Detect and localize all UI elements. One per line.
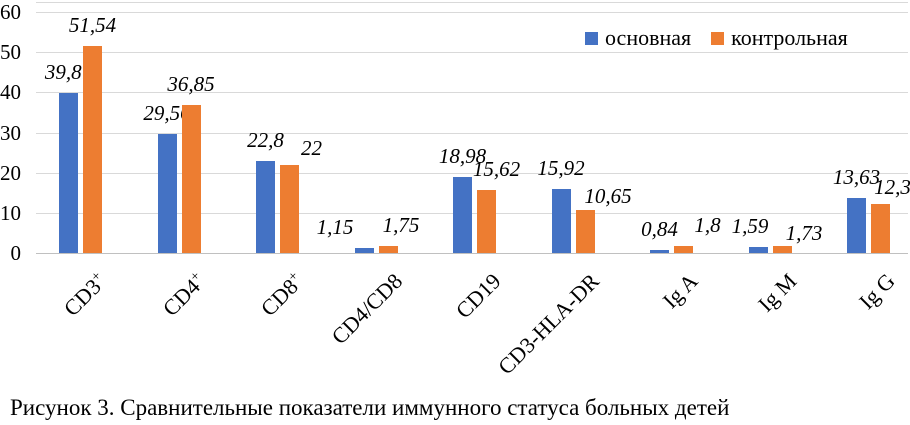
bar-main (354, 248, 374, 253)
bar-main (748, 246, 768, 253)
bar-control (477, 190, 496, 253)
category-label: CD4/CD8 (326, 268, 407, 350)
category-label-superscript: + (88, 268, 105, 285)
legend-swatch-control (711, 31, 725, 45)
category-label: CD8+ (255, 268, 303, 321)
gridline (36, 92, 908, 94)
value-label: 1,15 (316, 215, 354, 240)
y-axis-tick-label: 50 (0, 40, 21, 65)
value-label: 22 (301, 135, 322, 160)
value-label: 1,73 (785, 221, 823, 246)
bar-control (575, 210, 595, 253)
bar-control (772, 246, 792, 253)
value-label: 18,98 (438, 143, 487, 168)
value-label: 1,75 (382, 213, 420, 237)
category-label-superscript: + (187, 268, 204, 285)
legend-label-control: контрольная (731, 25, 848, 50)
category-label: Ig A (657, 268, 703, 314)
y-axis-tick-label: 20 (0, 160, 21, 185)
category-label: CD19 (450, 268, 506, 324)
bar-main (157, 134, 177, 253)
gridline (36, 172, 908, 174)
y-axis-tick-label: 40 (0, 80, 21, 105)
bar-main (453, 176, 472, 253)
category-label: CD3+ (58, 268, 106, 321)
value-label: 15,92 (537, 156, 585, 181)
category-label-superscript: + (285, 268, 302, 285)
y-axis-tick-label: 60 (0, 0, 21, 24)
y-axis-tick-label: 10 (0, 200, 21, 225)
bar-control (674, 245, 693, 253)
value-label: 13,63 (832, 165, 881, 190)
bar-control (871, 203, 890, 253)
bar-main (650, 249, 669, 253)
y-axis-tick-label: 30 (0, 120, 21, 145)
category-label: Ig G (853, 268, 900, 315)
value-label: 15,62 (472, 157, 521, 182)
bar-main (59, 92, 78, 253)
figure-caption: Рисунок 3. Сравнительные показатели имму… (10, 395, 730, 420)
gridline (36, 253, 908, 254)
legend: основная контрольная (585, 26, 868, 50)
value-label: 12,3 (874, 174, 910, 199)
gridline (36, 52, 908, 54)
legend-label-main: основная (605, 25, 692, 50)
value-label: 0,84 (641, 216, 678, 241)
value-label: 29,56 (143, 101, 191, 126)
category-label: CD4+ (157, 268, 205, 321)
bar-control (378, 246, 398, 253)
bar-control (280, 164, 299, 253)
bar-main (256, 161, 275, 253)
value-label: 39,87 (44, 59, 93, 84)
bar-main (551, 189, 571, 253)
category-label: Ig M (752, 268, 801, 317)
value-label: 1,59 (731, 213, 769, 238)
bar-main (847, 198, 866, 253)
legend-swatch-main (585, 31, 598, 45)
y-axis-tick-label: 0 (10, 241, 22, 265)
bar-control (83, 46, 102, 253)
value-label: 51,54 (68, 13, 117, 37)
value-label: 36,85 (167, 72, 215, 96)
gridline (36, 212, 908, 214)
value-label: 22,8 (247, 128, 284, 153)
gridline (36, 132, 908, 134)
value-label: 10,65 (584, 184, 632, 209)
category-label: CD3-HLA-DR (492, 268, 604, 380)
chart-top-edge-line (36, 2, 908, 3)
gridline (36, 12, 908, 13)
value-label: 1,8 (694, 212, 721, 237)
bar-control (181, 105, 201, 253)
